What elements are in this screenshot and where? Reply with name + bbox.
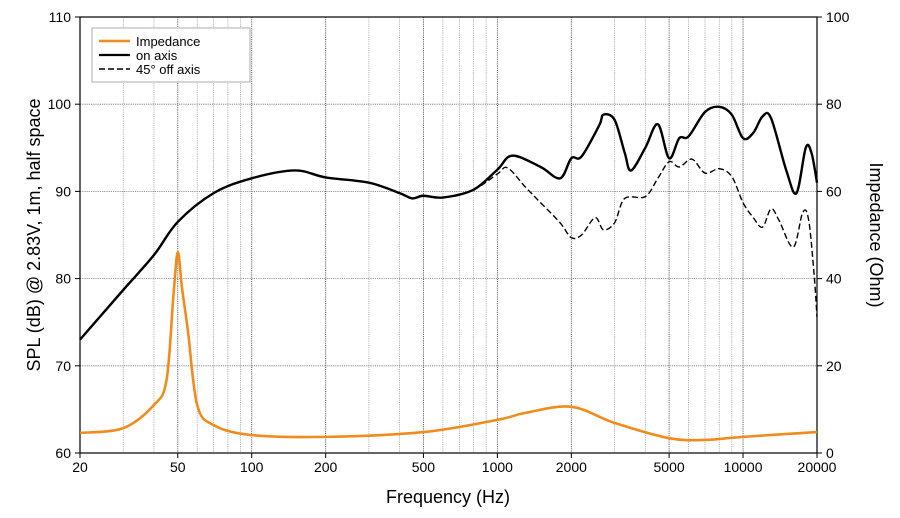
x-tick-label: 50 [170, 459, 186, 475]
x-tick-label: 20000 [798, 459, 837, 475]
legend-label: Impedance [136, 34, 200, 49]
x-axis-label: Frequency (Hz) [386, 487, 510, 507]
legend-label: 45° off axis [136, 62, 201, 77]
x-tick-label: 5000 [654, 459, 685, 475]
x-tick-label: 20 [72, 459, 88, 475]
series-line-2 [79, 158, 818, 341]
x-tick-label: 2000 [556, 459, 587, 475]
y2-tick-label: 40 [826, 271, 842, 287]
x-tick-label: 200 [314, 459, 338, 475]
x-tick-label: 500 [412, 459, 436, 475]
plot-frame [79, 16, 818, 454]
y2-tick-label: 80 [826, 96, 842, 112]
legend-label: on axis [136, 48, 178, 63]
y2-tick-label: 100 [826, 9, 850, 25]
y-axis-label: SPL (dB) @ 2.83V, 1m, half space [24, 98, 44, 371]
y-tick-label: 110 [49, 9, 72, 25]
y2-tick-label: 0 [826, 445, 834, 461]
series-line-0 [79, 251, 818, 442]
y-tick-label: 60 [55, 445, 71, 461]
y-tick-label: 70 [55, 358, 71, 374]
y-tick-label: 100 [48, 96, 72, 112]
y2-axis-label: Impedance (Ohm) [866, 162, 886, 307]
y-tick-label: 90 [55, 183, 71, 199]
x-tick-label: 10000 [724, 459, 763, 475]
y-tick-label: 80 [55, 271, 71, 287]
x-tick-label: 1000 [482, 459, 513, 475]
series-line-1 [79, 105, 819, 341]
y2-tick-label: 60 [826, 183, 842, 199]
y2-tick-label: 20 [826, 358, 842, 374]
x-tick-label: 100 [240, 459, 264, 475]
